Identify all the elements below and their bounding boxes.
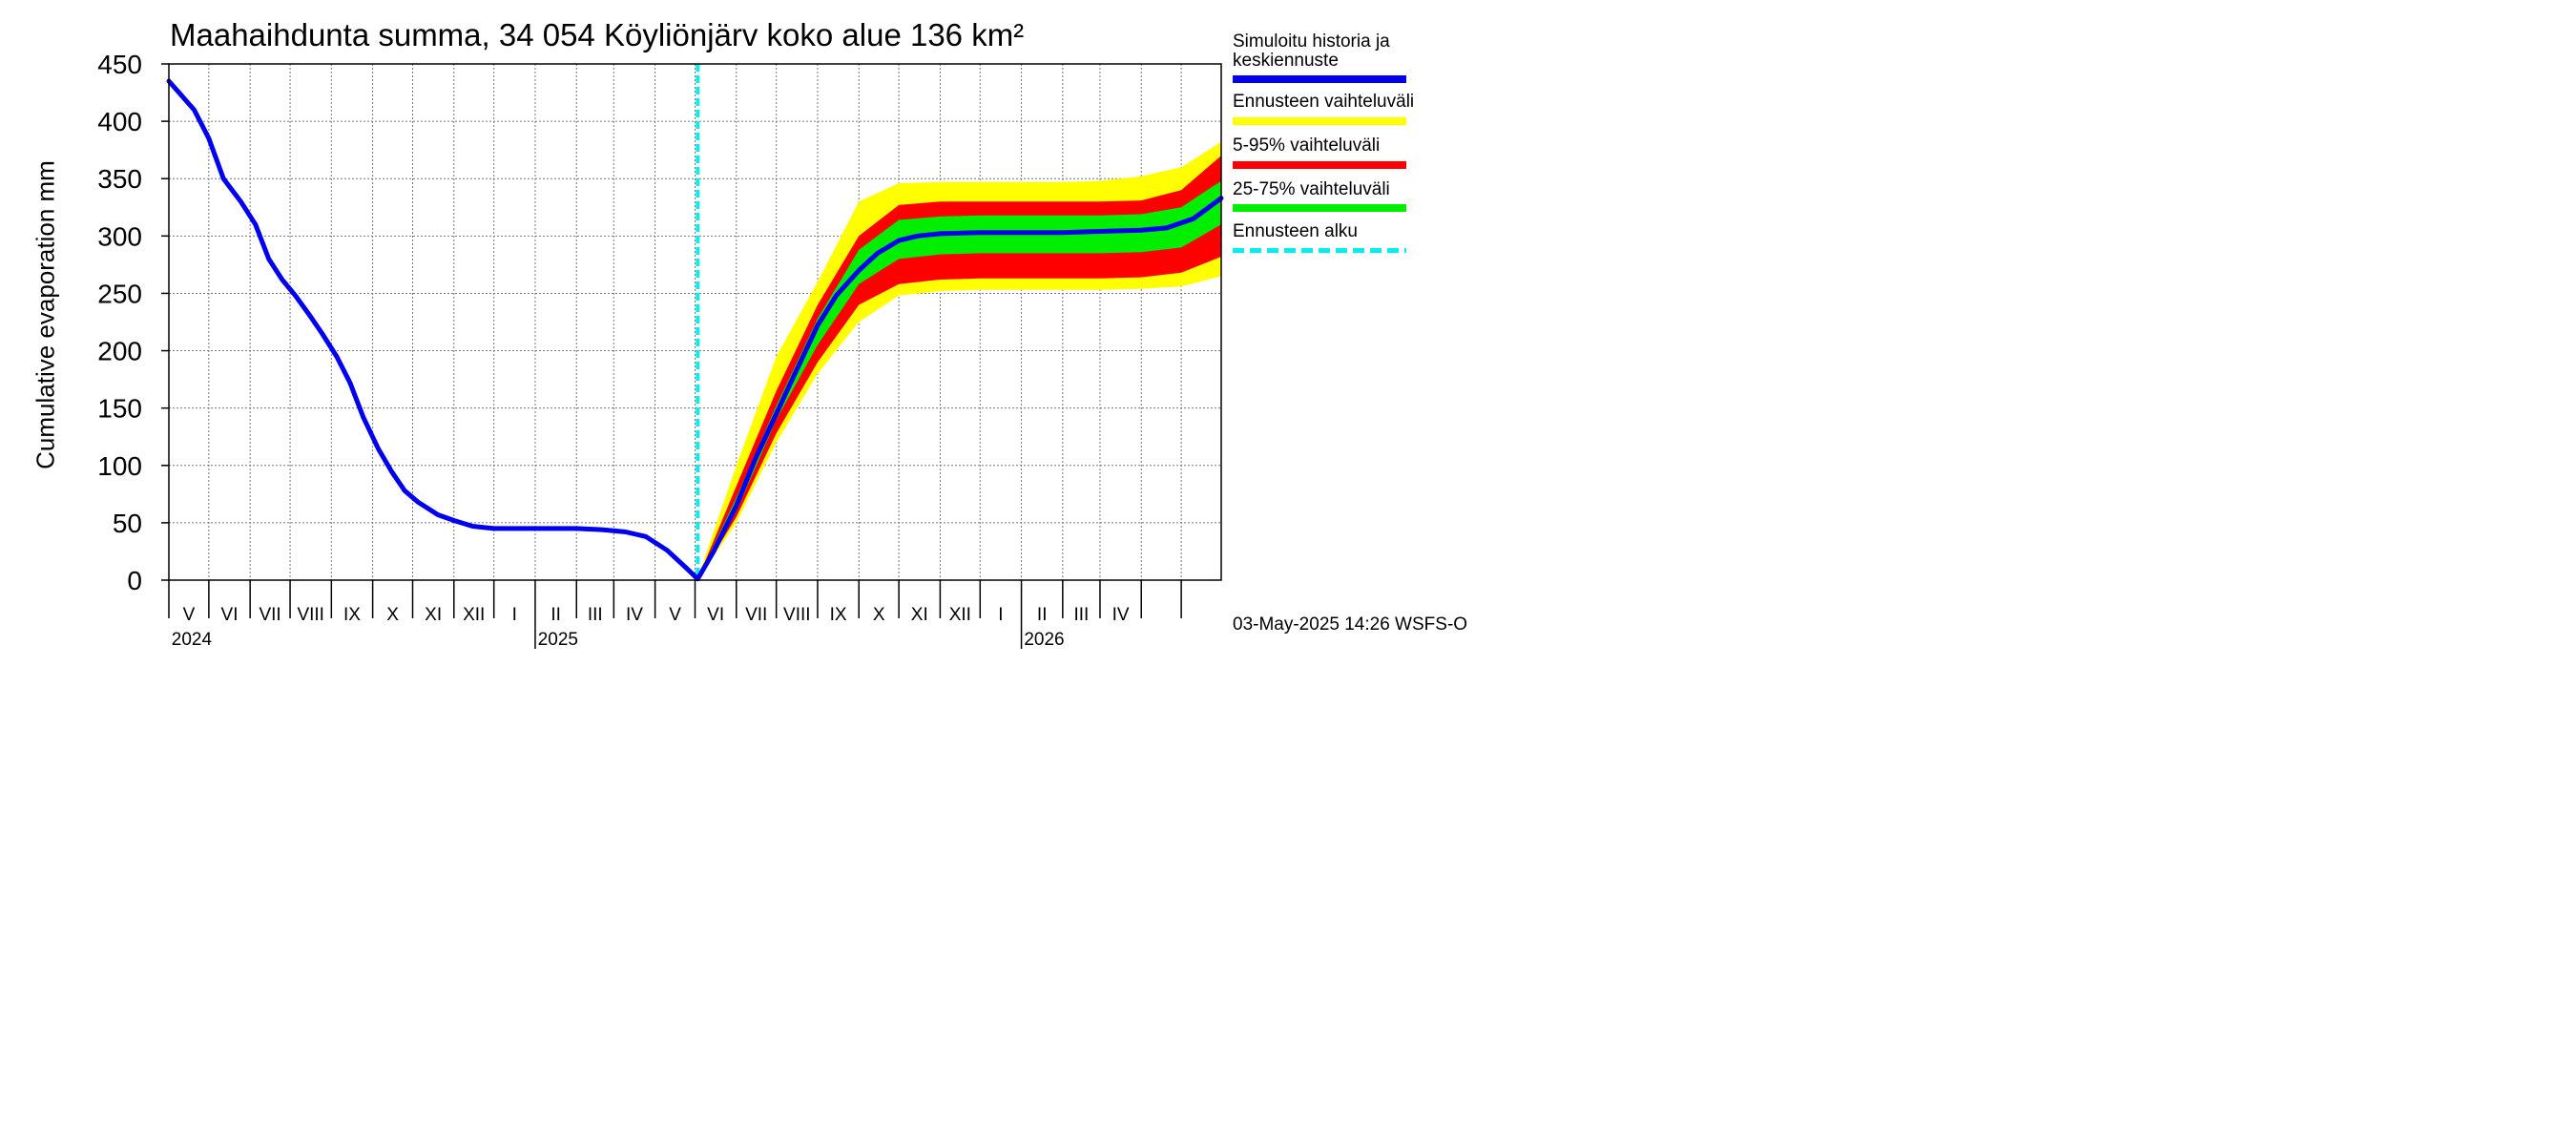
- y-tick-label: 350: [97, 164, 142, 194]
- x-month-label: XII: [463, 605, 485, 625]
- legend-swatch-range: [1233, 117, 1406, 125]
- x-month-label: I: [998, 605, 1003, 625]
- y-tick-label: 100: [97, 451, 142, 481]
- y-tick-label: 200: [97, 337, 142, 366]
- legend-swatch-5-95: [1233, 161, 1406, 169]
- x-month-label: VI: [221, 605, 239, 625]
- x-month-label: VII: [745, 605, 767, 625]
- legend-swatch-forecast-start: [1233, 248, 1406, 253]
- x-month-label: VI: [707, 605, 724, 625]
- y-tick-label: 300: [97, 221, 142, 251]
- x-year-label: 2025: [538, 630, 578, 650]
- y-tick-label: 400: [97, 107, 142, 136]
- legend-label-forecast-start: Ennusteen alku: [1233, 221, 1358, 241]
- x-month-label: IX: [343, 605, 361, 625]
- y-tick-label: 150: [97, 394, 142, 424]
- x-axis: V VI VII VIII IX X XI XII I II III IV V VI VII VIII IX X X…: [168, 580, 1182, 650]
- x-year-label: 2026: [1024, 630, 1064, 650]
- chart-title: Maahaihdunta summa, 34 054 Köyliönjärv k…: [170, 17, 1025, 52]
- x-month-label: II: [551, 605, 561, 625]
- band-1: [697, 156, 1221, 580]
- x-month-label: III: [588, 605, 603, 625]
- x-month-label: X: [873, 605, 885, 625]
- x-month-label: IX: [830, 605, 847, 625]
- x-month-label: I: [512, 605, 517, 625]
- legend-swatch-mean: [1233, 75, 1406, 83]
- x-month-label: VIII: [297, 605, 324, 625]
- x-month-label: VIII: [783, 605, 811, 625]
- y-tick-label: 50: [113, 509, 142, 538]
- x-year-label: 2024: [172, 630, 213, 650]
- x-month-label: X: [386, 605, 399, 625]
- x-month-label: XI: [425, 605, 442, 625]
- x-month-label: XI: [911, 605, 928, 625]
- footer-timestamp: 03-May-2025 14:26 WSFS-O: [1233, 614, 1468, 635]
- band-2: [697, 180, 1221, 580]
- x-month-label: VII: [259, 605, 280, 625]
- legend-label-range: Ennusteen vaihteluväli: [1233, 92, 1415, 112]
- x-month-label: II: [1037, 605, 1048, 625]
- x-month-label: IV: [1112, 605, 1130, 625]
- series-line-0: [166, 78, 1224, 582]
- legend-label-mean: Simuloitu historia ja keskiennuste: [1233, 31, 1390, 71]
- x-month-label: V: [669, 605, 681, 625]
- legend-label-5-95: 5-95% vaihteluväli: [1233, 135, 1381, 156]
- y-tick-label: 450: [97, 50, 142, 79]
- y-tick-label: 0: [127, 566, 142, 595]
- x-month-label: XII: [949, 605, 971, 625]
- x-month-label: III: [1073, 605, 1089, 625]
- grid-lines: [169, 63, 1221, 580]
- y-tick-label: 250: [97, 279, 142, 308]
- x-month-label: IV: [626, 605, 643, 625]
- legend-label-25-75: 25-75% vaihteluväli: [1233, 179, 1390, 199]
- legend-swatch-25-75: [1233, 204, 1406, 212]
- x-month-label: V: [183, 605, 196, 625]
